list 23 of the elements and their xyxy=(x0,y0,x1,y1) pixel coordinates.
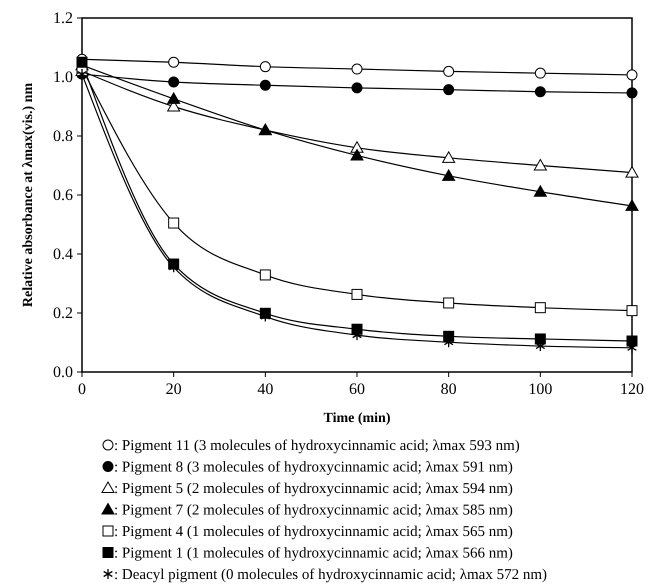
x-tick-label: 120 xyxy=(620,381,644,398)
legend-label: : Pigment 5 (2 molecules of hydroxycinnamic acid; λmax 594 nm) xyxy=(114,481,513,497)
legend-label: : Pigment 8 (3 molecules of hydroxycinnamic acid; λmax 591 nm) xyxy=(114,460,513,476)
y-tick-label: 1.2 xyxy=(53,10,73,27)
y-tick-label: 0.2 xyxy=(53,305,73,322)
legend-label: : Pigment 7 (2 molecules of hydroxycinnamic acid; λmax 585 nm) xyxy=(114,502,513,518)
x-axis-title: Time (min) xyxy=(323,411,391,426)
y-tick-label: 0.6 xyxy=(53,187,73,204)
legend-label: : Deacyl pigment (0 molecules of hydroxycinnamic acid; λmax 572 nm) xyxy=(114,567,547,583)
legend-label: : Pigment 11 (3 molecules of hydroxycinnamic acid; λmax 593 nm) xyxy=(114,438,520,454)
x-tick-label: 60 xyxy=(349,381,365,398)
legend-label: : Pigment 4 (1 molecules of hydroxycinnamic acid; λmax 565 nm) xyxy=(114,524,513,540)
y-tick-label: 0.0 xyxy=(53,364,73,381)
x-tick-label: 40 xyxy=(257,381,274,398)
legend-label: : Pigment 1 (1 molecules of hydroxycinnamic acid; λmax 566 nm) xyxy=(114,546,513,562)
x-tick-label: 80 xyxy=(440,381,457,398)
y-tick-label: 1.0 xyxy=(53,69,73,86)
x-tick-label: 20 xyxy=(166,381,182,398)
y-tick-label: 0.4 xyxy=(53,246,73,263)
x-tick-label: 100 xyxy=(528,381,552,398)
x-tick-label: 0 xyxy=(78,381,86,398)
y-tick-label: 0.8 xyxy=(53,128,73,145)
y-axis-title: Relative absorbance at λmax(vis.) nm xyxy=(21,82,36,308)
